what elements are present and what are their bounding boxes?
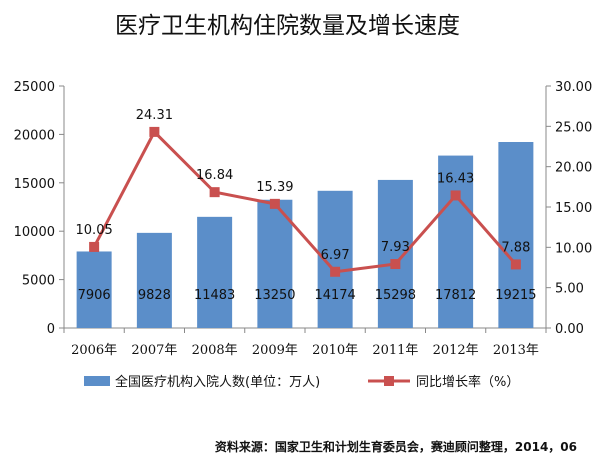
line-value-label: 15.39 bbox=[256, 180, 293, 195]
legend-bar-swatch bbox=[84, 376, 110, 386]
line-value-label: 7.88 bbox=[501, 240, 530, 255]
x-tick-labels: 2006年 2007年 2008年 2009年 2010年 2011年 2012年 2013年 bbox=[63, 328, 547, 358]
bar-value-label: 17812 bbox=[435, 288, 476, 303]
bar bbox=[438, 155, 474, 328]
line-value-label: 16.43 bbox=[437, 171, 474, 186]
bar bbox=[136, 232, 172, 328]
bar-value-label: 11483 bbox=[194, 288, 235, 303]
growth-marker bbox=[89, 241, 100, 252]
line-value-label: 16.84 bbox=[196, 168, 233, 183]
legend: 全国医疗机构入院人数(单位：万人) 同比增长率（%） bbox=[84, 374, 519, 390]
line-value-label: 10.05 bbox=[76, 223, 113, 238]
line-value-label: 24.31 bbox=[136, 108, 173, 123]
x-tick-label: 2009年 bbox=[252, 343, 298, 358]
y-right-tick-label: 25.00 bbox=[555, 120, 592, 135]
chart-title: 医疗卫生机构住院数量及增长速度 bbox=[115, 13, 460, 39]
bar-value-label: 13250 bbox=[254, 288, 295, 303]
bar-labels: 7906 9828 11483 13250 14174 15298 17812 19215 bbox=[78, 288, 537, 303]
x-tick-label: 2007年 bbox=[131, 343, 177, 358]
y-left-tick-label: 25000 bbox=[14, 80, 55, 95]
legend-line-marker bbox=[384, 376, 394, 386]
growth-marker bbox=[149, 126, 160, 137]
x-tick-label: 2011年 bbox=[372, 343, 418, 358]
y-left-tick-label: 5000 bbox=[22, 274, 55, 289]
growth-marker bbox=[450, 190, 461, 201]
source-note: 资料来源：国家卫生和计划生育委员会，赛迪顾问整理，2014，06 bbox=[214, 440, 577, 454]
y-left-tick-label: 10000 bbox=[14, 225, 55, 240]
line-value-label: 7.93 bbox=[381, 240, 410, 255]
growth-marker bbox=[390, 259, 401, 270]
y-left-tick-label: 20000 bbox=[14, 128, 55, 143]
y-right-tick-label: 15.00 bbox=[555, 201, 592, 216]
growth-marker bbox=[209, 187, 220, 198]
bar-value-label: 9828 bbox=[138, 288, 171, 303]
y-right-tick-label: 20.00 bbox=[555, 161, 592, 176]
y-right-tick-label: 10.00 bbox=[555, 241, 592, 256]
bar-value-label: 15298 bbox=[375, 288, 416, 303]
bar-value-label: 14174 bbox=[314, 288, 355, 303]
line-value-label: 6.97 bbox=[321, 248, 350, 263]
x-tick-label: 2010年 bbox=[312, 343, 358, 358]
growth-marker bbox=[510, 259, 521, 270]
bar bbox=[257, 199, 293, 328]
x-tick-label: 2006年 bbox=[71, 343, 117, 358]
y-right-tick-label: 0.00 bbox=[555, 322, 584, 337]
line-series bbox=[89, 126, 521, 277]
growth-line bbox=[92, 129, 518, 274]
y-left-tick-label: 0 bbox=[47, 322, 55, 337]
x-tick-label: 2012年 bbox=[433, 343, 479, 358]
y-right-tick-label: 30.00 bbox=[555, 80, 592, 95]
bar bbox=[377, 179, 413, 328]
bar-series bbox=[76, 141, 534, 328]
y-right-tick-label: 5.00 bbox=[555, 282, 584, 297]
growth-marker bbox=[269, 198, 280, 209]
growth-marker bbox=[330, 266, 341, 277]
bar-value-label: 19215 bbox=[495, 288, 536, 303]
y-left-tick-label: 15000 bbox=[14, 177, 55, 192]
x-tick-label: 2008年 bbox=[192, 343, 238, 358]
bar bbox=[76, 251, 112, 328]
line-labels: 10.05 24.31 16.84 15.39 6.97 7.93 16.43 7.88 bbox=[76, 108, 531, 263]
legend-line-label: 同比增长率（%） bbox=[416, 374, 519, 390]
x-tick-label: 2013年 bbox=[493, 343, 539, 358]
legend-bar-label: 全国医疗机构入院人数(单位：万人) bbox=[115, 374, 320, 390]
bar bbox=[197, 216, 233, 328]
bar bbox=[498, 141, 534, 328]
bar-value-label: 7906 bbox=[78, 288, 111, 303]
